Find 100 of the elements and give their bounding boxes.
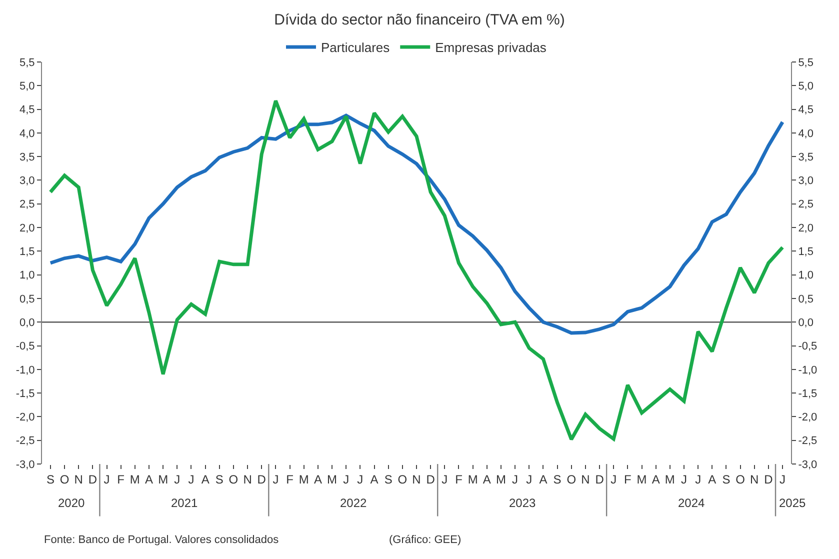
y2-tick-label: 0,5 bbox=[798, 293, 814, 306]
x-tick-label: A bbox=[539, 472, 548, 486]
text: 2021 bbox=[171, 496, 198, 510]
x-tick-label: O bbox=[398, 472, 408, 486]
text: 2023 bbox=[509, 496, 536, 510]
x-tick-label: M bbox=[636, 472, 647, 486]
x-tick-label: J bbox=[272, 472, 279, 486]
x-tick-label: A bbox=[708, 472, 716, 486]
x-tick-label: N bbox=[750, 472, 759, 486]
x-tick-label: J bbox=[343, 472, 350, 486]
x-tick-label: M bbox=[130, 472, 140, 486]
x-tick-label: D bbox=[88, 472, 98, 486]
x-tick-label: O bbox=[566, 472, 576, 486]
x-tick-label: O bbox=[736, 472, 745, 486]
y2-tick-label: 4,5 bbox=[798, 104, 814, 116]
y-tick-label: 3,5 bbox=[20, 151, 35, 164]
x-tick-label: N bbox=[412, 472, 421, 486]
y-tick-label: -2,5 bbox=[16, 435, 35, 448]
x-tick-label: D bbox=[764, 472, 774, 486]
y2-tick-label: 3,0 bbox=[798, 175, 814, 188]
x-tick-label: F bbox=[624, 472, 632, 486]
x-tick-label: A bbox=[314, 472, 322, 486]
text: 2025 bbox=[779, 496, 806, 510]
y-tick-label: -3,0 bbox=[16, 458, 35, 471]
y-tick-label: 5,0 bbox=[20, 80, 35, 92]
y-tick-label: 2,0 bbox=[20, 222, 35, 234]
text: (Gráfico: GEE) bbox=[389, 534, 462, 546]
line-series bbox=[48, 99, 784, 442]
x-tick-label: F bbox=[286, 472, 294, 486]
x-tick-label: F bbox=[455, 472, 462, 486]
legend-label: Empresas privadas bbox=[435, 40, 547, 56]
x-tick-label: J bbox=[780, 472, 786, 486]
y2-tick-label: 5,0 bbox=[798, 80, 814, 92]
x-tick-label: J bbox=[512, 472, 518, 486]
y2-tick-label: -3,0 bbox=[798, 458, 818, 471]
y2-tick-label: 1,5 bbox=[798, 246, 814, 258]
y-tick-label: -2,0 bbox=[16, 412, 35, 424]
y-tick-label: 4,0 bbox=[20, 128, 35, 140]
x-tick-label: M bbox=[468, 472, 478, 486]
y2-tick-label: -1,0 bbox=[798, 364, 818, 376]
text: 2020 bbox=[58, 496, 86, 510]
legend-label: Particulares bbox=[321, 40, 390, 56]
y2-tick-label: 5,5 bbox=[798, 56, 814, 69]
x-tick-label: N bbox=[581, 472, 590, 486]
y2-tick-label: 2,0 bbox=[798, 222, 814, 234]
x-tick-label: J bbox=[188, 472, 194, 486]
x-tick-label: A bbox=[370, 472, 378, 486]
x-tick-label: A bbox=[201, 472, 210, 486]
y-tick-label: 3,0 bbox=[20, 175, 35, 188]
y-tick-label: 1,0 bbox=[20, 270, 35, 282]
y2-tick-label: 3,5 bbox=[798, 151, 814, 164]
x-tick-label: A bbox=[144, 472, 154, 486]
y2-tick-label: 0,0 bbox=[798, 316, 814, 329]
x-tick-label: M bbox=[298, 472, 309, 486]
x-tick-label: S bbox=[46, 472, 54, 486]
text: 2024 bbox=[678, 496, 706, 510]
x-tick-label: M bbox=[158, 472, 168, 486]
y-tick-label: -0,5 bbox=[16, 340, 35, 353]
x-tick-label: N bbox=[74, 472, 83, 486]
text: 2022 bbox=[340, 496, 368, 510]
y2-tick-label: 2,5 bbox=[798, 198, 814, 211]
x-tick-label: O bbox=[228, 472, 238, 486]
x-tick-label: A bbox=[652, 472, 660, 486]
x-tick-label: N bbox=[243, 472, 252, 486]
source-note: Fonte: Banco de Portugal. Valores consolidados bbox=[44, 534, 280, 546]
y2-tick-label: 1,0 bbox=[798, 270, 814, 282]
x-tick-label: S bbox=[553, 472, 562, 486]
y-tick-label: 0,5 bbox=[20, 293, 35, 306]
y-tick-label: 4,5 bbox=[20, 104, 35, 116]
x-tick-label: J bbox=[357, 472, 364, 486]
x-tick-label: D bbox=[426, 472, 436, 486]
line-series bbox=[48, 114, 784, 335]
chart-title: Dívida do sector não financeiro (TVA em %) bbox=[274, 11, 565, 28]
x-tick-label: D bbox=[595, 472, 604, 486]
x-tick-label: J bbox=[681, 472, 687, 486]
x-tick-label: F bbox=[117, 472, 125, 486]
x-tick-label: J bbox=[526, 472, 532, 486]
x-tick-label: J bbox=[104, 472, 110, 486]
y-tick-label: 5,5 bbox=[20, 56, 35, 69]
x-tick-label: J bbox=[610, 472, 617, 486]
y-tick-label: 2,5 bbox=[20, 198, 35, 211]
y2-tick-label: -0,5 bbox=[798, 340, 818, 353]
y2-tick-label: -2,0 bbox=[798, 412, 818, 424]
x-tick-label: J bbox=[442, 472, 448, 486]
y-tick-label: 1,5 bbox=[20, 246, 35, 258]
x-tick-label: J bbox=[695, 472, 702, 486]
x-tick-label: M bbox=[664, 472, 675, 486]
x-tick-label: S bbox=[384, 472, 392, 486]
y-tick-label: -1,5 bbox=[16, 388, 35, 400]
x-tick-label: J bbox=[174, 472, 180, 486]
x-tick-label: D bbox=[257, 472, 266, 486]
x-tick-label: A bbox=[482, 472, 491, 486]
y-tick-label: 0,0 bbox=[20, 316, 35, 329]
x-tick-label: O bbox=[60, 472, 70, 486]
y2-tick-label: -2,5 bbox=[798, 435, 818, 448]
x-tick-label: S bbox=[215, 472, 224, 486]
x-tick-label: S bbox=[722, 472, 730, 486]
x-tick-label: M bbox=[327, 472, 338, 486]
y2-tick-label: -1,5 bbox=[798, 388, 818, 400]
y2-tick-label: 4,0 bbox=[798, 128, 814, 140]
